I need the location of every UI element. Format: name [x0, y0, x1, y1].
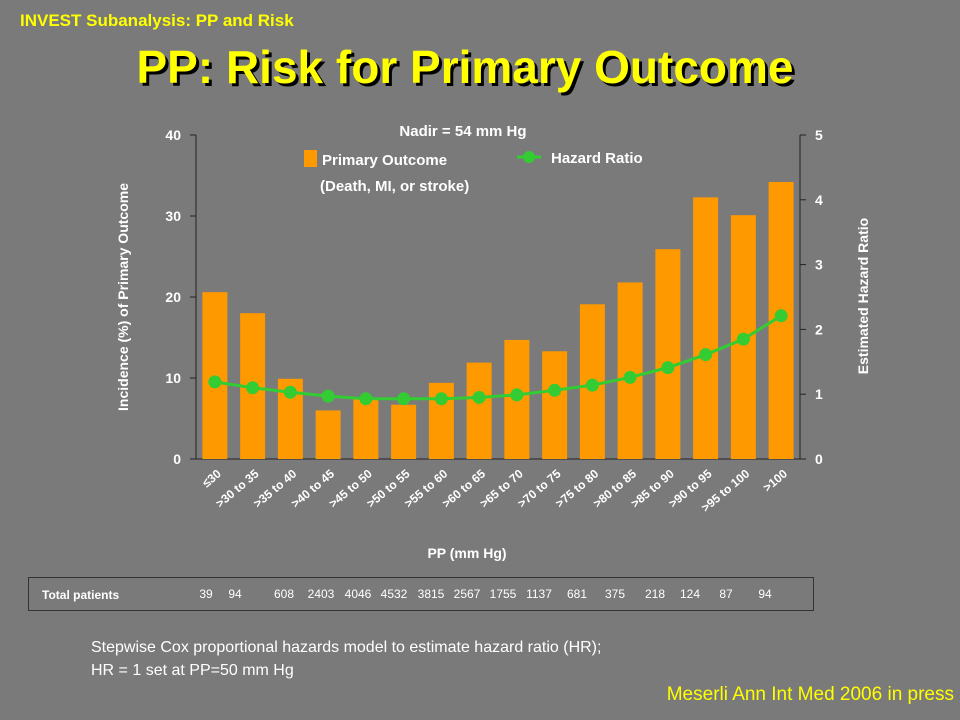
- nadir-annotation: Nadir = 54 mm Hg: [399, 123, 526, 140]
- footnote-line-2: HR = 1 set at PP=50 mm Hg: [91, 662, 294, 679]
- right-tick-label: 5: [815, 127, 823, 143]
- table-cell: 218: [644, 587, 666, 601]
- bar: [617, 282, 643, 459]
- hazard-ratio-point: [623, 370, 637, 384]
- hazard-ratio-point: [661, 361, 675, 375]
- hazard-ratio-point: [246, 381, 260, 395]
- hazard-ratio-point: [359, 392, 373, 406]
- right-tick-label: 4: [815, 192, 823, 208]
- table-cell: 608: [273, 587, 295, 601]
- left-tick-label: 20: [165, 289, 181, 305]
- right-tick-label: 0: [815, 451, 823, 467]
- table-cell: 681: [566, 587, 588, 601]
- bar: [466, 362, 492, 459]
- legend-primary-outcome: Primary Outcome: [322, 152, 447, 169]
- table-cell: 1755: [489, 587, 517, 601]
- bar: [353, 398, 379, 459]
- table-cell: 2567: [453, 587, 481, 601]
- table-cell: 94: [228, 587, 242, 601]
- footnote-line-1: Stepwise Cox proportional hazards model …: [91, 639, 602, 656]
- hazard-ratio-point: [548, 383, 562, 397]
- hazard-ratio-point: [774, 309, 788, 323]
- left-tick-label: 30: [165, 208, 181, 224]
- table-cell: 4532: [380, 587, 408, 601]
- bar: [542, 351, 568, 459]
- table-header: Total patients: [42, 588, 120, 602]
- hazard-ratio-point: [321, 389, 335, 403]
- hazard-ratio-point: [736, 332, 750, 346]
- patients-table: Total patients 39 94 608 2403 4046 4532 3815 25…: [28, 577, 814, 611]
- legend-hazard-ratio: Hazard Ratio: [551, 150, 643, 167]
- table-cell: 39: [199, 587, 213, 601]
- bar: [655, 249, 681, 459]
- hazard-ratio-point: [283, 385, 297, 399]
- left-tick-label: 0: [173, 451, 181, 467]
- table-cell: 375: [604, 587, 626, 601]
- bar: [391, 404, 417, 459]
- hazard-ratio-point: [208, 375, 222, 389]
- hazard-ratio-point: [434, 392, 448, 406]
- table-cell: 87: [719, 587, 733, 601]
- footnote: Stepwise Cox proportional hazards model …: [91, 636, 601, 682]
- bar: [315, 410, 341, 459]
- left-tick-label: 10: [165, 370, 181, 386]
- bar-series: [202, 181, 794, 460]
- bar: [693, 197, 719, 459]
- x-tick-label: >100: [760, 466, 790, 494]
- right-tick-label: 1: [815, 386, 823, 402]
- slide-title: PP: Risk for Primary Outcome: [136, 41, 794, 93]
- hazard-ratio-series: [208, 309, 788, 406]
- x-axis-label: PP (mm Hg): [427, 545, 506, 561]
- right-tick-label: 2: [815, 321, 823, 337]
- citation: Meserli Ann Int Med 2006 in press: [666, 684, 954, 705]
- slide-subtitle: INVEST Subanalysis: PP and Risk: [20, 11, 294, 30]
- right-tick-label: 3: [815, 257, 823, 273]
- table-cell: 124: [679, 587, 701, 601]
- table-cell: 4046: [344, 587, 372, 601]
- table-cell: 94: [758, 587, 772, 601]
- hazard-ratio-point: [585, 378, 599, 392]
- legend: Primary Outcome (Death, MI, or stroke) H…: [304, 150, 643, 195]
- hazard-ratio-line: [214, 314, 782, 401]
- left-tick-label: 40: [165, 127, 181, 143]
- hazard-ratio-point: [699, 348, 713, 362]
- x-axis: ≤30>30 to 35>35 to 40>40 to 45>45 to 50>…: [200, 466, 791, 514]
- hazard-ratio-point: [397, 392, 411, 406]
- y-axis-label: Incidence (%) of Primary Outcome: [115, 183, 131, 411]
- hazard-ratio-point: [510, 388, 524, 402]
- table-cell: 2403: [307, 587, 335, 601]
- table-cell: 3815: [417, 587, 445, 601]
- legend-bar-swatch: [304, 150, 317, 167]
- y2-axis-label: Estimated Hazard Ratio: [855, 218, 871, 374]
- legend-line-marker: [523, 151, 535, 163]
- hazard-ratio-point: [472, 390, 486, 404]
- table-cell: 1137: [526, 587, 552, 601]
- left-axis: 0 10 20 30 40: [165, 127, 196, 467]
- x-tick-label: ≤30: [200, 466, 225, 490]
- right-axis: 0 1 2 3 4 5: [800, 127, 823, 467]
- legend-primary-outcome-detail: (Death, MI, or stroke): [320, 178, 469, 195]
